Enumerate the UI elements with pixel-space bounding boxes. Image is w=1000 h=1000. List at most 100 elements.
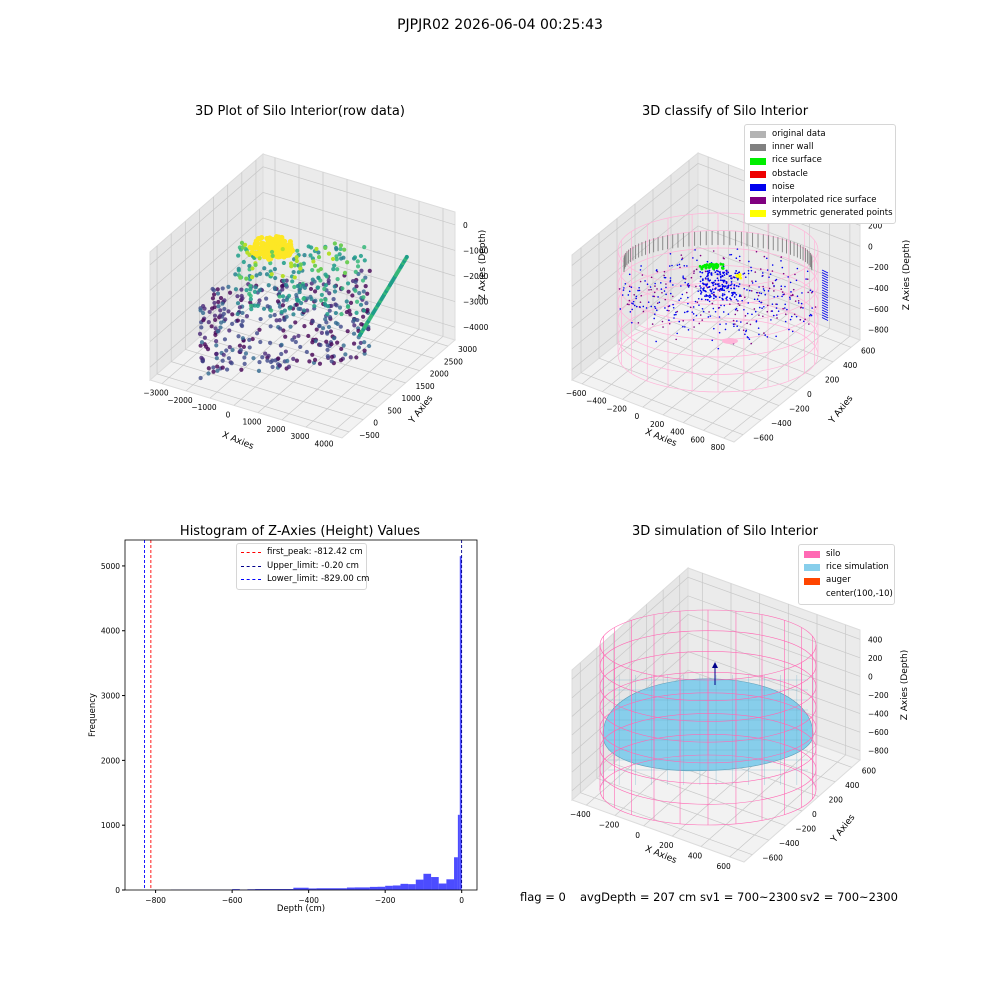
data-point [295, 284, 300, 289]
data-point [297, 289, 302, 295]
x-tick-label: 2000 [266, 425, 285, 434]
histogram-bar [316, 888, 347, 890]
data-point [302, 285, 308, 290]
noise-point [722, 311, 725, 313]
noise-point [807, 291, 809, 294]
noise-point [696, 259, 698, 262]
noise-point [747, 302, 750, 304]
data-point [282, 317, 287, 322]
noise-point [750, 290, 753, 292]
noise-point [780, 288, 783, 291]
noise-point [715, 269, 718, 272]
noise-point [724, 328, 727, 331]
noise-point [744, 315, 747, 317]
noise-point [682, 275, 684, 277]
x-tick-label: −1000 [191, 403, 217, 412]
data-point [266, 283, 271, 288]
data-point [242, 361, 247, 366]
data-point [274, 318, 279, 323]
noise-point [790, 291, 792, 293]
noise-point [738, 329, 740, 331]
data-point [317, 361, 323, 366]
noise-point [682, 320, 685, 322]
legend-item-original-data: original data [750, 128, 890, 141]
noise-point [683, 311, 686, 314]
noise-point [775, 307, 778, 309]
noise-point [733, 296, 736, 298]
noise-point [714, 271, 717, 274]
data-point [227, 290, 233, 295]
noise-point [683, 277, 685, 280]
data-point [323, 283, 328, 288]
noise-point [624, 282, 627, 285]
data-point [337, 252, 342, 257]
noise-point [675, 338, 677, 341]
data-point [249, 303, 254, 308]
legend-label: inner wall [772, 142, 814, 153]
rice-surface-point [721, 266, 725, 270]
data-point [198, 308, 203, 313]
y-grid-line [156, 373, 350, 433]
noise-point [727, 286, 730, 289]
data-point [267, 340, 273, 345]
noise-point [668, 309, 670, 312]
data-point [319, 292, 324, 298]
noise-point [729, 253, 731, 256]
x-grid-line [161, 285, 276, 384]
data-point [287, 238, 293, 245]
legend-label: obstacle [772, 168, 808, 179]
data-point [312, 289, 318, 294]
symmetric-point [738, 272, 742, 276]
x-grid-line [209, 299, 324, 399]
data-point [273, 275, 278, 281]
data-point [214, 343, 219, 348]
data-point [209, 306, 215, 311]
rice-surface-point [701, 264, 705, 268]
data-point [338, 324, 343, 329]
noise-point [687, 302, 689, 305]
noise-point [821, 277, 829, 281]
data-point [311, 259, 316, 264]
noise-point [805, 278, 807, 280]
y-grid-line [580, 372, 744, 436]
data-point [254, 331, 260, 336]
noise-point [784, 313, 787, 315]
noise-point [725, 272, 728, 275]
rice-surface-point [719, 262, 723, 266]
data-point [210, 286, 215, 292]
data-point [237, 305, 242, 310]
data-point [211, 369, 216, 374]
data-point [358, 340, 363, 346]
noise-point [621, 294, 624, 296]
data-point [294, 292, 299, 298]
noise-point [699, 254, 702, 257]
data-point [353, 279, 358, 284]
histogram-bar [431, 877, 439, 890]
noise-point [687, 310, 689, 313]
legend-swatch [750, 131, 766, 139]
y-tick-label: 2000 [430, 370, 449, 379]
z-axis-label: Z Axies (Depth) [902, 240, 912, 311]
noise-point [736, 309, 739, 312]
data-point [239, 240, 245, 246]
data-point [277, 318, 282, 323]
noise-point [821, 292, 829, 296]
data-point [328, 329, 334, 334]
noise-point [706, 260, 709, 263]
histogram-legend: first_peak: -812.42 cm Upper_limit: -0.2… [236, 543, 369, 590]
noise-point [753, 298, 756, 301]
noise-point [672, 295, 674, 298]
z-grid-line [571, 632, 861, 736]
noise-point [681, 257, 684, 259]
data-point [306, 244, 311, 249]
z-grid-line [571, 246, 861, 350]
panel4-title: 3D simulation of Silo Interior [632, 524, 818, 539]
data-point [319, 330, 324, 336]
data-point [283, 334, 288, 339]
data-point [224, 348, 229, 353]
data-point [333, 310, 338, 316]
noise-point [726, 299, 728, 301]
y-tick-label: 400 [843, 361, 858, 370]
data-point [312, 303, 317, 309]
data-point [362, 348, 367, 353]
